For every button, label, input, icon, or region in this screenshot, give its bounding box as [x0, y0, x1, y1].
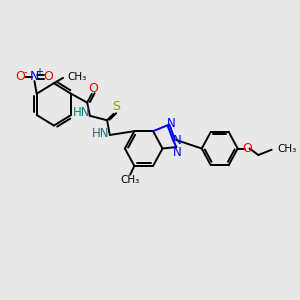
Text: -: - [23, 67, 27, 77]
Text: HN: HN [92, 127, 110, 140]
Text: +: + [35, 67, 43, 77]
Text: N: N [172, 134, 181, 146]
Text: O: O [88, 82, 98, 95]
Text: O: O [16, 70, 26, 83]
Text: N: N [30, 70, 39, 83]
Text: S: S [112, 100, 120, 113]
Text: CH₃: CH₃ [68, 72, 87, 82]
Text: N: N [167, 117, 176, 130]
Text: HN: HN [73, 106, 90, 119]
Text: O: O [242, 142, 252, 155]
Text: O: O [43, 70, 53, 83]
Text: N: N [173, 146, 182, 159]
Text: CH₃: CH₃ [121, 175, 140, 185]
Text: CH₃: CH₃ [278, 144, 297, 154]
